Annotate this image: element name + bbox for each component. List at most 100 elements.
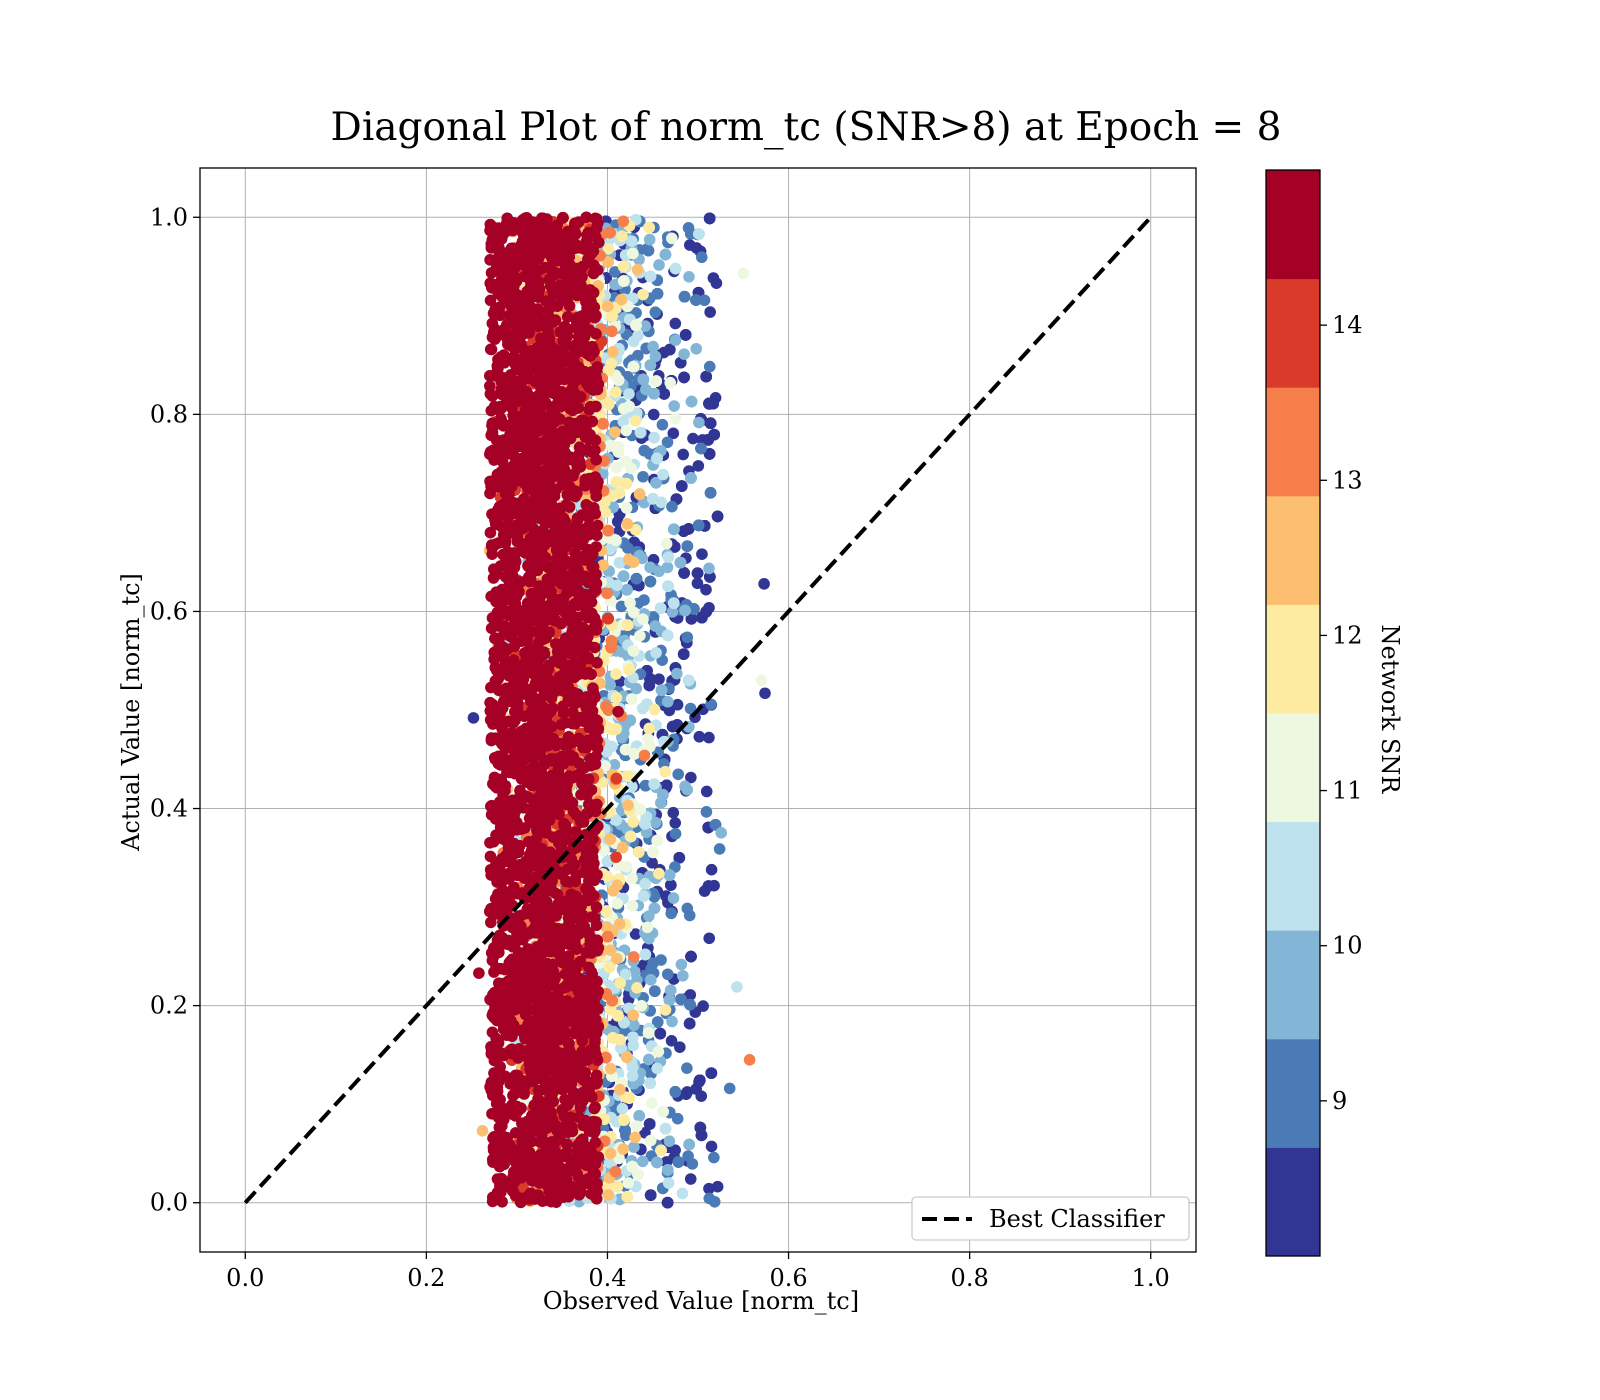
scatter-point bbox=[651, 1156, 663, 1169]
scatter-point bbox=[678, 371, 690, 384]
scatter-point bbox=[629, 415, 642, 427]
scatter-point bbox=[665, 1035, 678, 1047]
scatter-point bbox=[605, 357, 618, 370]
scatter-point bbox=[682, 523, 695, 535]
scatter-point bbox=[642, 732, 654, 745]
scatter-point bbox=[664, 984, 677, 997]
scatter-point bbox=[693, 416, 705, 429]
scatter-point bbox=[644, 270, 657, 283]
scatter-point bbox=[685, 395, 698, 408]
scatter-point bbox=[676, 1187, 689, 1200]
scatter-point bbox=[627, 247, 639, 260]
scatter-point bbox=[637, 373, 650, 386]
scatter-point bbox=[602, 398, 615, 411]
scatter-point bbox=[711, 510, 724, 523]
scatter-point bbox=[668, 400, 680, 412]
scatter-point bbox=[681, 631, 694, 644]
scatter-point bbox=[694, 1121, 707, 1134]
scatter-point bbox=[650, 375, 662, 387]
scatter-point bbox=[690, 1083, 702, 1095]
scatter-point bbox=[648, 431, 661, 444]
scatter-point bbox=[631, 349, 644, 362]
scatter-point bbox=[669, 817, 682, 829]
scatter-point bbox=[661, 1196, 674, 1209]
scatter-point bbox=[669, 262, 682, 275]
scatter-point bbox=[637, 288, 649, 301]
scatter-point bbox=[700, 785, 713, 798]
scatter-point bbox=[649, 306, 662, 319]
scatter-point bbox=[683, 271, 695, 283]
scatter-point bbox=[681, 784, 694, 796]
scatter-point bbox=[644, 575, 657, 588]
scatter-point bbox=[672, 768, 685, 781]
scatter-point bbox=[626, 780, 638, 793]
scatter-point bbox=[696, 434, 709, 446]
scatter-point bbox=[651, 452, 663, 465]
scatter-point bbox=[703, 212, 716, 225]
scatter-point bbox=[690, 342, 703, 355]
scatter-point bbox=[647, 492, 659, 505]
scatter-point bbox=[609, 266, 621, 278]
scatter-point bbox=[653, 867, 665, 880]
scatter-point bbox=[642, 1027, 655, 1039]
scatter-point bbox=[655, 1144, 667, 1157]
scatter-point bbox=[640, 383, 652, 396]
scatter-point bbox=[653, 673, 665, 685]
scatter-point bbox=[644, 1134, 657, 1147]
scatter-point bbox=[636, 702, 649, 715]
scatter-point bbox=[610, 668, 622, 680]
scatter-point bbox=[667, 427, 680, 440]
scatter-point bbox=[637, 613, 649, 625]
scatter-point bbox=[661, 629, 674, 642]
scatter-point bbox=[651, 834, 664, 847]
scatter-point bbox=[690, 294, 702, 306]
scatter-point bbox=[705, 1067, 718, 1079]
scatter-point bbox=[610, 386, 622, 398]
scatter-point bbox=[666, 1015, 678, 1028]
scatter-point bbox=[661, 561, 674, 574]
scatter-point bbox=[623, 663, 636, 676]
scatter-point bbox=[677, 448, 690, 461]
scatter-point bbox=[700, 806, 713, 818]
scatter-point bbox=[700, 583, 712, 596]
scatter-point bbox=[651, 287, 664, 300]
scatter-point bbox=[657, 1105, 669, 1118]
scatter-point bbox=[644, 561, 656, 574]
scatter-point bbox=[693, 730, 706, 743]
scatter-point bbox=[621, 583, 633, 596]
scatter-point bbox=[655, 684, 668, 696]
scatter-point bbox=[693, 1074, 706, 1087]
scatter-point bbox=[678, 567, 690, 579]
scatter-point bbox=[621, 619, 634, 631]
scatter-point bbox=[715, 827, 728, 839]
scatter-point bbox=[683, 1138, 695, 1151]
scatter-point bbox=[643, 233, 656, 246]
scatter-point bbox=[693, 228, 705, 240]
scatter-point bbox=[708, 1151, 720, 1164]
scatter-point bbox=[643, 221, 655, 234]
scatter-point bbox=[658, 388, 670, 400]
scatter-point bbox=[703, 562, 715, 575]
scatter-point bbox=[664, 376, 677, 389]
scatter-point bbox=[667, 597, 680, 609]
scatter-point bbox=[631, 982, 643, 994]
scatter-point bbox=[679, 604, 691, 617]
scatter-point bbox=[673, 851, 686, 864]
scatter-point bbox=[624, 597, 636, 609]
scatter-point bbox=[663, 1135, 676, 1147]
scatter-point bbox=[626, 1069, 639, 1082]
scatter-point bbox=[611, 1180, 624, 1193]
scatter-point bbox=[647, 846, 659, 859]
scatter-point bbox=[669, 317, 682, 330]
scatter-point bbox=[681, 540, 694, 552]
scatter-point bbox=[669, 334, 682, 346]
scatter-point bbox=[661, 968, 674, 981]
scatter-point bbox=[675, 480, 688, 492]
scatter-point bbox=[620, 477, 633, 490]
scatter-point bbox=[679, 329, 692, 341]
scatter-point bbox=[703, 398, 715, 410]
scatter-point bbox=[611, 897, 624, 910]
scatter-point bbox=[661, 695, 674, 708]
scatter-point bbox=[682, 674, 695, 687]
scatter-point bbox=[620, 456, 632, 468]
